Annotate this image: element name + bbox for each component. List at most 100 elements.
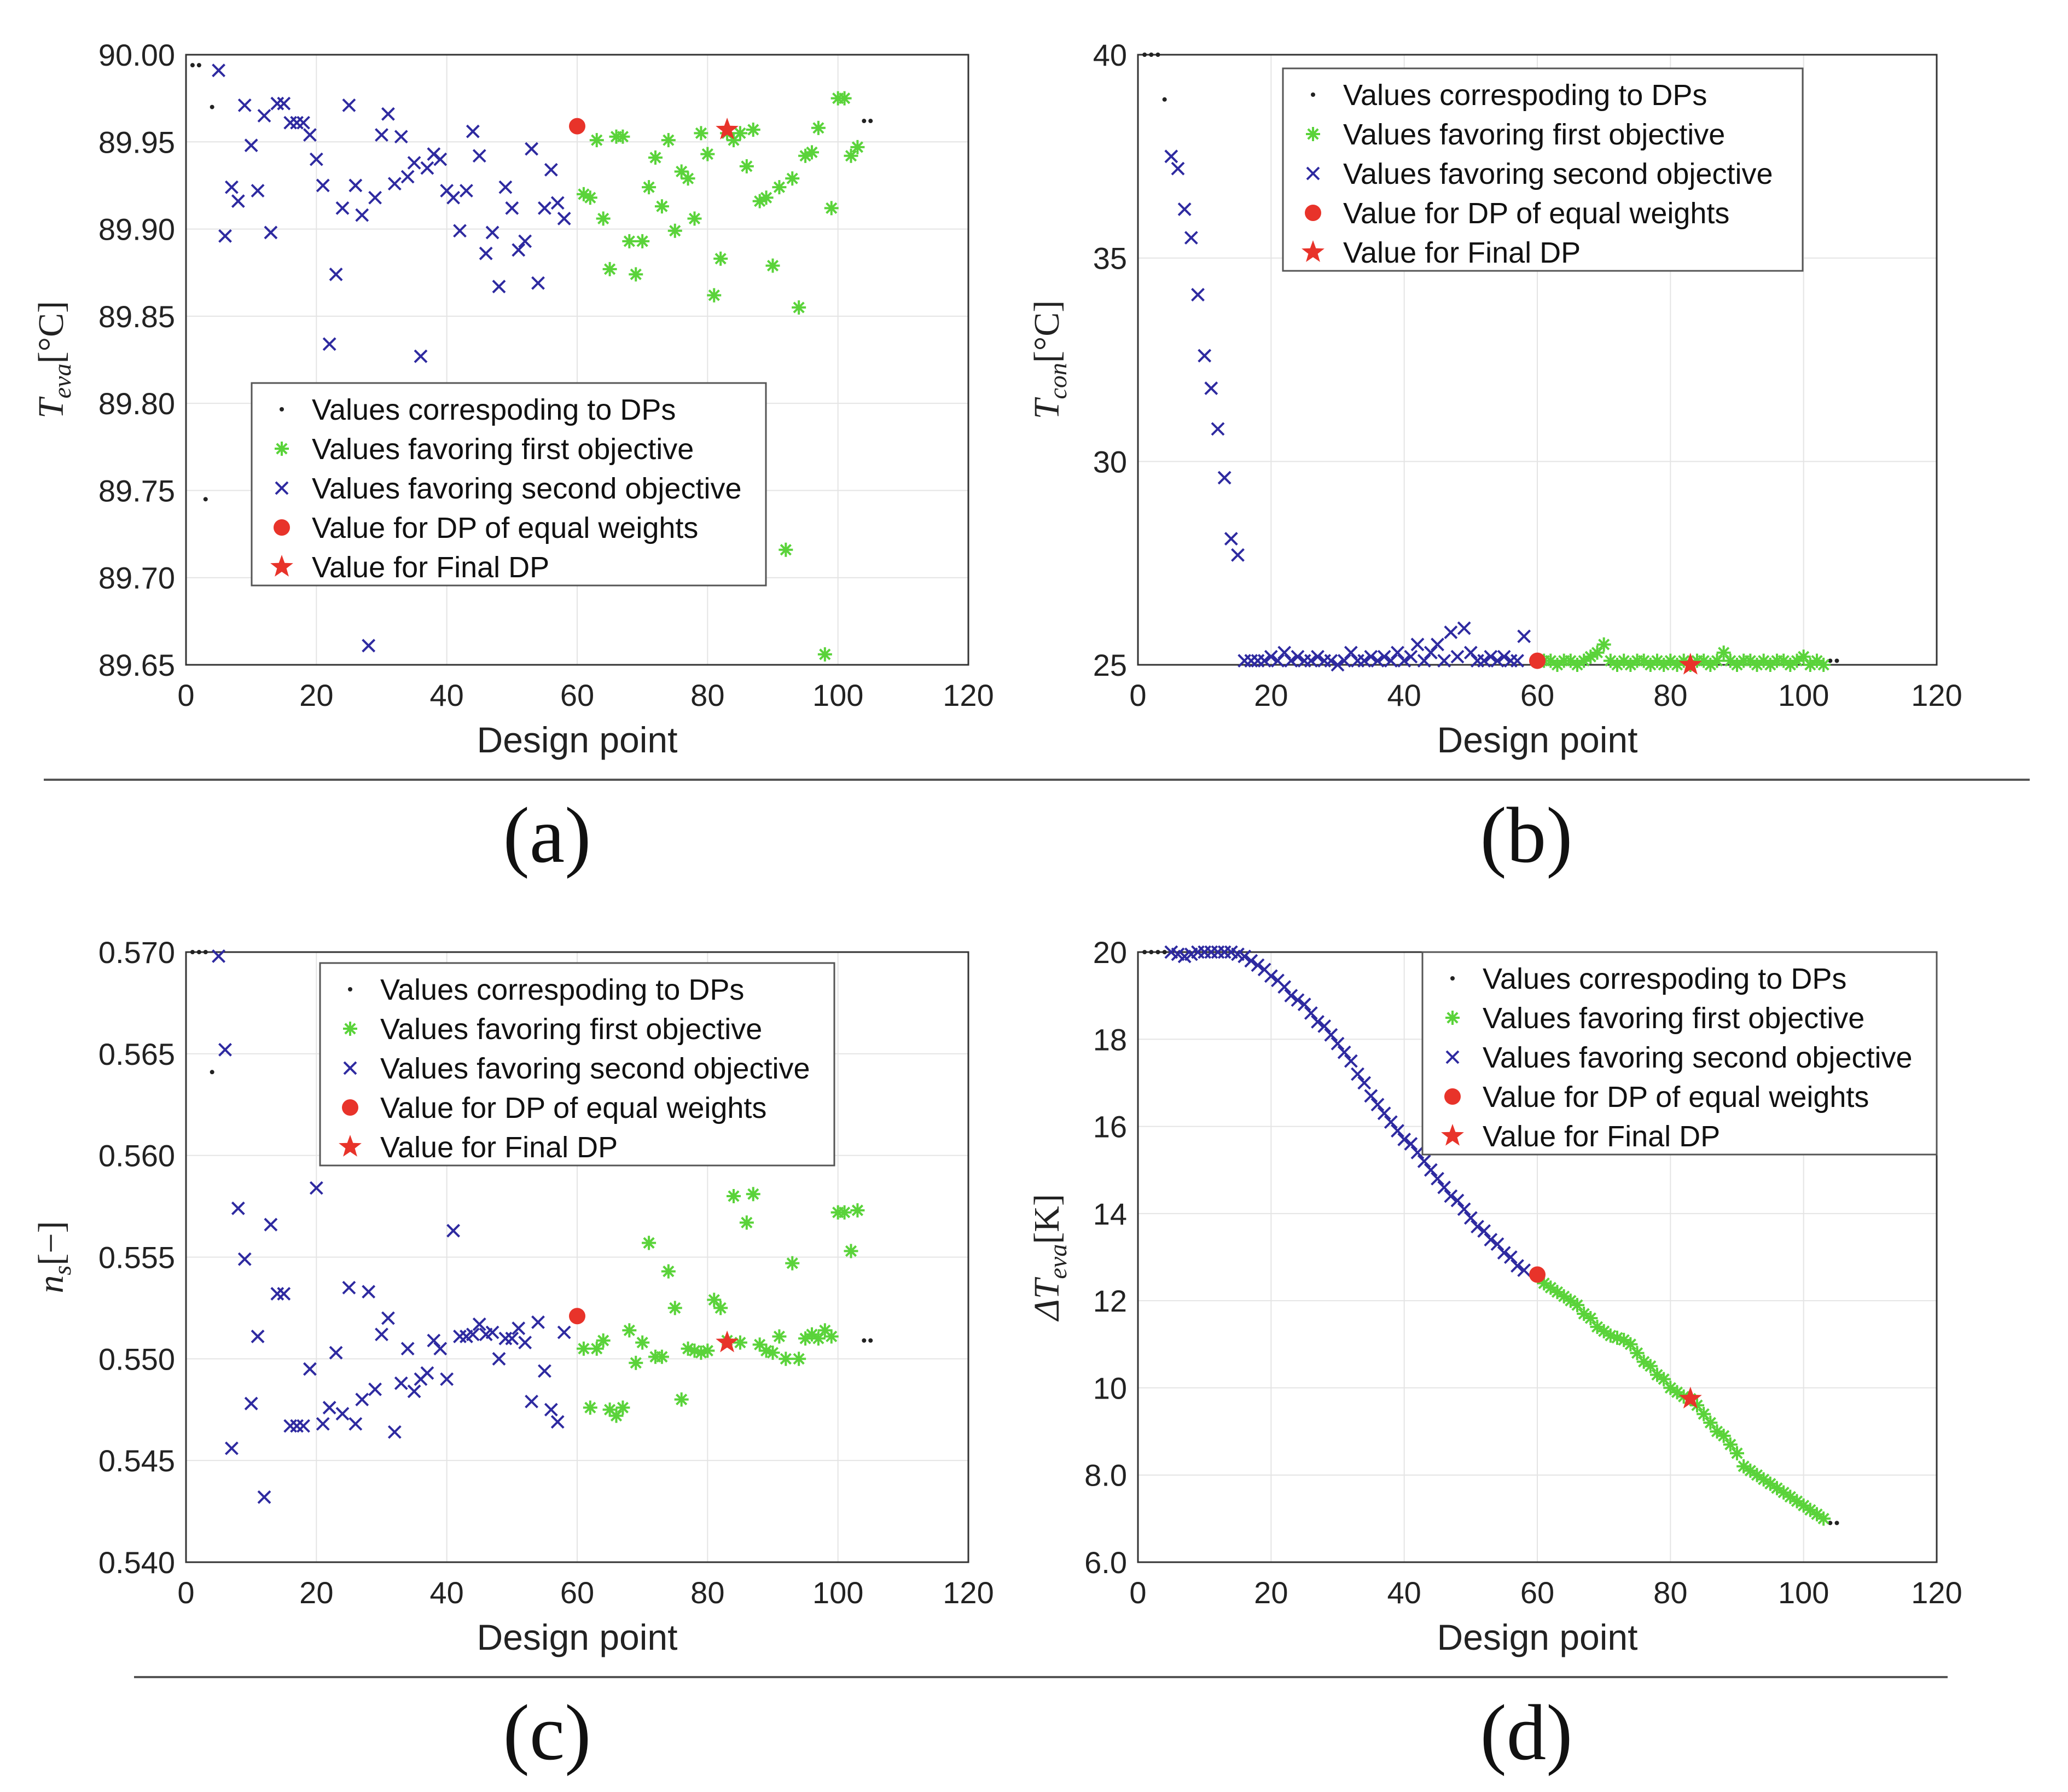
data-point-x [342, 98, 356, 112]
data-point-x [557, 212, 571, 225]
y-axis-label-main: n [31, 1275, 71, 1294]
data-point-x [218, 229, 232, 243]
data-point-x [1217, 471, 1231, 485]
data-point-dot [1162, 950, 1167, 954]
data-point-x [1444, 1189, 1458, 1203]
x-tick-label: 0 [1129, 1575, 1146, 1610]
data-point-x [1503, 1250, 1518, 1264]
x-tick-label: 120 [1911, 678, 1962, 712]
data-point-asterisk [700, 147, 715, 161]
data-point-x [329, 267, 343, 281]
y-axis-label-subscript: eva [48, 363, 76, 398]
legend-marker-asterisk [275, 442, 289, 456]
data-point-x [297, 115, 310, 130]
data-point-x [1463, 1211, 1478, 1225]
data-point-x [1357, 654, 1372, 668]
data-point-x [544, 1402, 558, 1417]
data-point-asterisk [759, 190, 774, 205]
data-point-x [225, 1441, 239, 1455]
data-point-dot [203, 950, 208, 954]
data-point-x [264, 1217, 278, 1232]
data-point-dot [1828, 658, 1833, 663]
data-point-asterisk [707, 1292, 722, 1307]
data-point-asterisk [785, 171, 800, 186]
data-point-x [1317, 1019, 1332, 1033]
data-point-dot [1834, 658, 1839, 663]
data-point-asterisk [1630, 1346, 1645, 1360]
x-tick-label: 0 [177, 678, 194, 712]
data-point-x [446, 1223, 460, 1238]
data-point-x [1484, 1233, 1498, 1247]
legend-entry: Value for Final DP [312, 551, 549, 584]
x-tick-label: 40 [430, 678, 464, 712]
data-point-x [309, 1181, 323, 1195]
data-point-asterisk [837, 1205, 852, 1220]
axes-frame [185, 951, 969, 1563]
data-point-x [322, 1401, 336, 1414]
data-point-dot [210, 105, 214, 109]
data-point-dot [203, 497, 208, 502]
data-point-x [225, 180, 239, 194]
data-point-asterisk [602, 262, 617, 276]
y-tick-label: 35 [1093, 241, 1127, 276]
series-dot [1142, 53, 1839, 663]
y-tick-label: 25 [1093, 648, 1127, 682]
data-point-x [550, 196, 565, 210]
data-point-asterisk [772, 180, 787, 195]
data-point-asterisk [642, 1236, 657, 1250]
data-point-asterisk [1643, 1359, 1658, 1373]
data-point-asterisk [1723, 1437, 1738, 1452]
data-point-x [1277, 980, 1292, 994]
y-axis-label-subscript: s [48, 1266, 76, 1275]
data-point-asterisk [1636, 653, 1651, 668]
data-point-x [518, 1336, 532, 1350]
data-point-asterisk [779, 542, 793, 557]
data-point-asterisk [850, 1203, 865, 1218]
legend-entry: Values favoring first objective [380, 1013, 762, 1046]
data-point-x [1284, 989, 1298, 1003]
data-point-x [1331, 1036, 1345, 1051]
legend-marker-asterisk [1306, 127, 1320, 141]
data-point-x [368, 1382, 382, 1396]
y-axis-label-unit: [−] [31, 1221, 71, 1265]
x-axis-label: Design point [477, 720, 678, 760]
legend-entry: Values correspoding to DPs [1343, 79, 1707, 112]
data-point-dot [862, 1338, 867, 1343]
x-tick-label: 80 [690, 1575, 724, 1610]
series-circle [569, 118, 585, 135]
legend-marker-star [339, 1135, 362, 1157]
legend-marker-dot [280, 407, 284, 411]
y-axis-label: Tcon[°C] [1027, 300, 1072, 420]
data-point-asterisk [648, 150, 663, 165]
data-point-asterisk [1623, 1337, 1638, 1352]
data-point-x [1364, 1089, 1378, 1103]
data-point-x [1377, 1106, 1391, 1121]
data-point-asterisk [629, 1355, 643, 1370]
data-point-x [479, 246, 493, 260]
chart-panel-b: 0 20 40 60 80 100 120 25 30 35 40 Design point Tcon[… [1027, 38, 1962, 879]
legend-marker-dot [1311, 92, 1315, 97]
data-point-x [335, 201, 350, 215]
data-point-x [1370, 654, 1385, 668]
data-point-asterisk [654, 199, 669, 214]
data-point-asterisk [850, 140, 865, 154]
legend: Values correspoding to DPs Values favorin… [1421, 951, 1938, 1156]
x-tick-label: 40 [1387, 678, 1421, 712]
data-point-dot [196, 63, 201, 68]
data-point-asterisk [746, 122, 760, 137]
x-axis-label: Design point [1437, 1617, 1638, 1657]
data-point-x [1364, 649, 1378, 664]
series-star [716, 1330, 739, 1353]
data-point-asterisk [739, 159, 754, 173]
x-tick-label: 120 [943, 1575, 994, 1610]
data-point-asterisk [805, 145, 819, 160]
y-tick-label: 0.550 [98, 1342, 175, 1376]
data-point-asterisk [687, 211, 702, 226]
data-point-x [381, 107, 395, 121]
data-point-x [1357, 1076, 1372, 1090]
legend-entry: Values correspoding to DPs [380, 973, 744, 1006]
data-point-asterisk [635, 1335, 650, 1350]
data-point-asterisk [642, 180, 657, 195]
y-tick-label: 12 [1093, 1284, 1127, 1318]
